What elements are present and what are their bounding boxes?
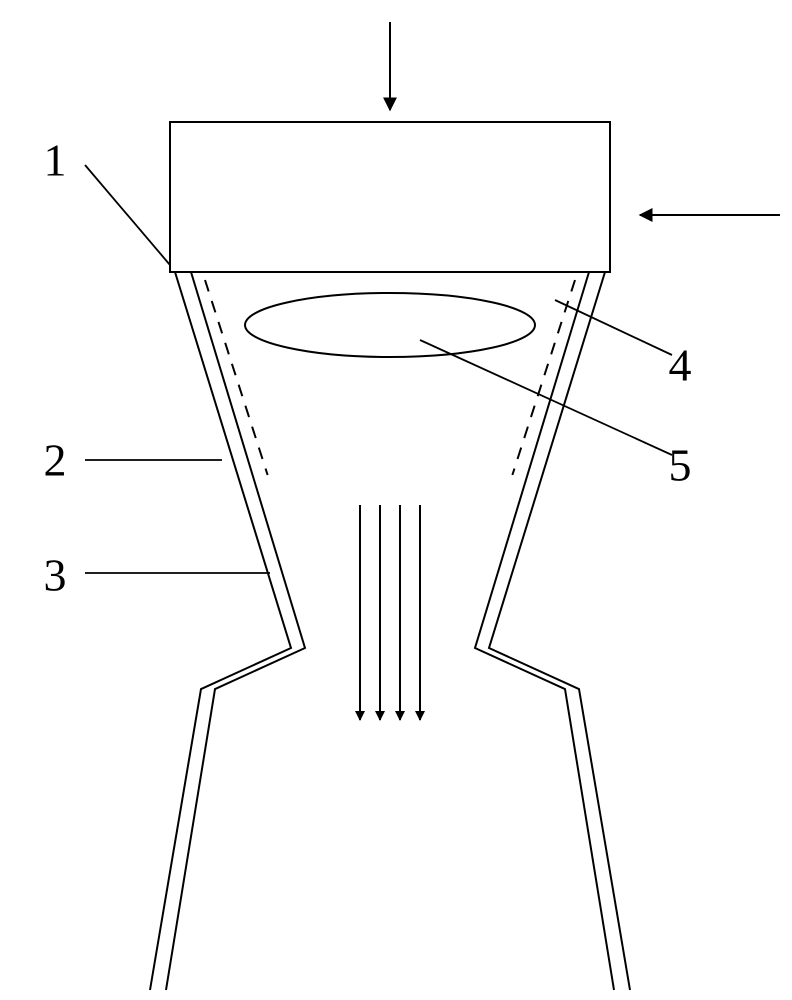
label-l5: 5 (669, 440, 692, 491)
outer-wall-left (150, 272, 291, 990)
inner-wall-right (475, 272, 614, 990)
inner-wall-left (166, 272, 305, 990)
leader-l5 (420, 340, 672, 455)
injector-ellipse (245, 293, 535, 357)
label-l2: 2 (44, 435, 67, 486)
dashed-liner-left (205, 280, 268, 475)
chamber-rect (170, 122, 610, 272)
leader-l1 (85, 165, 170, 265)
label-l3: 3 (44, 550, 67, 601)
label-l1: 1 (44, 135, 67, 186)
outer-wall-right (489, 272, 630, 990)
diagram-canvas: 1 2 3 4 5 (0, 0, 792, 1000)
dashed-liner-right (512, 280, 575, 475)
label-l4: 4 (669, 340, 692, 391)
